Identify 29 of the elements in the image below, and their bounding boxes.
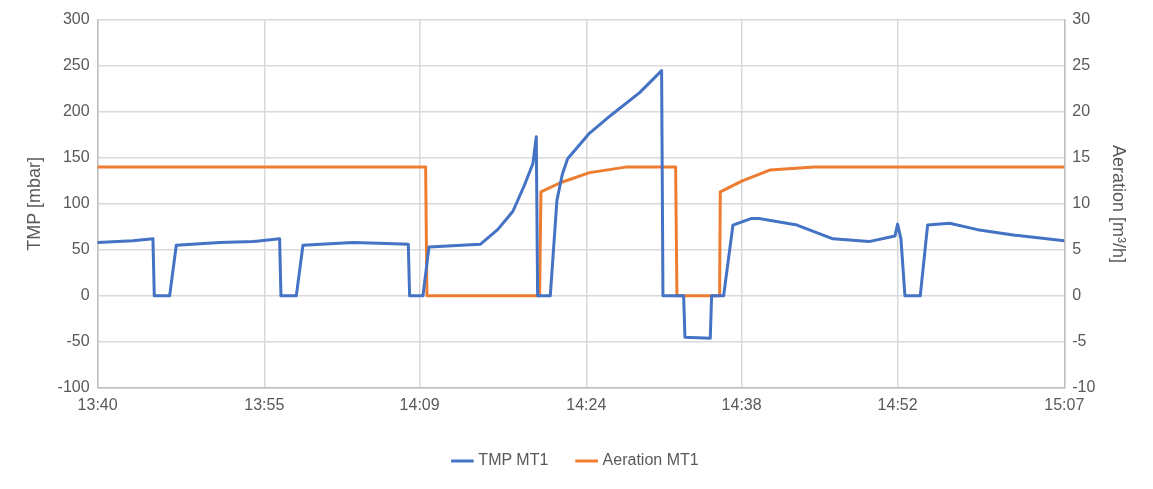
y-tick-label: 250 [62,56,90,74]
y-tick-label: 150 [62,148,90,166]
y2-tick-label: 20 [1072,102,1091,120]
x-tick-label: 14:09 [399,395,440,413]
y2-tick-label: 15 [1072,148,1091,166]
y-tick-label: 200 [62,102,90,120]
y-tick-label: -100 [57,378,90,396]
y-tick-label: -50 [66,332,90,350]
y-axis-title: TMP [mbar] [23,157,44,251]
y2-tick-label: -5 [1072,332,1087,350]
legend-label: Aeration MT1 [602,451,699,469]
x-tick-label: 14:52 [877,395,918,413]
x-tick-label: 14:24 [566,395,607,413]
y2-tick-label: 5 [1072,240,1082,258]
y-tick-label: 100 [62,194,90,212]
y-tick-label: 300 [62,10,90,28]
x-tick-label: 14:38 [721,395,762,413]
y2-axis-title: Aeration [m³/h] [1109,144,1130,263]
x-tick-label: 13:40 [77,395,118,413]
legend-label: TMP MT1 [478,451,549,469]
y2-tick-label: -10 [1072,378,1096,396]
y-tick-label: 50 [71,240,90,258]
x-tick-label: 13:55 [244,395,285,413]
y2-tick-label: 30 [1072,10,1091,28]
x-tick-label: 15:07 [1044,395,1085,413]
y2-tick-label: 25 [1072,56,1091,74]
y2-tick-label: 0 [1072,286,1082,304]
y2-tick-label: 10 [1072,194,1091,212]
y-tick-label: 0 [80,286,90,304]
